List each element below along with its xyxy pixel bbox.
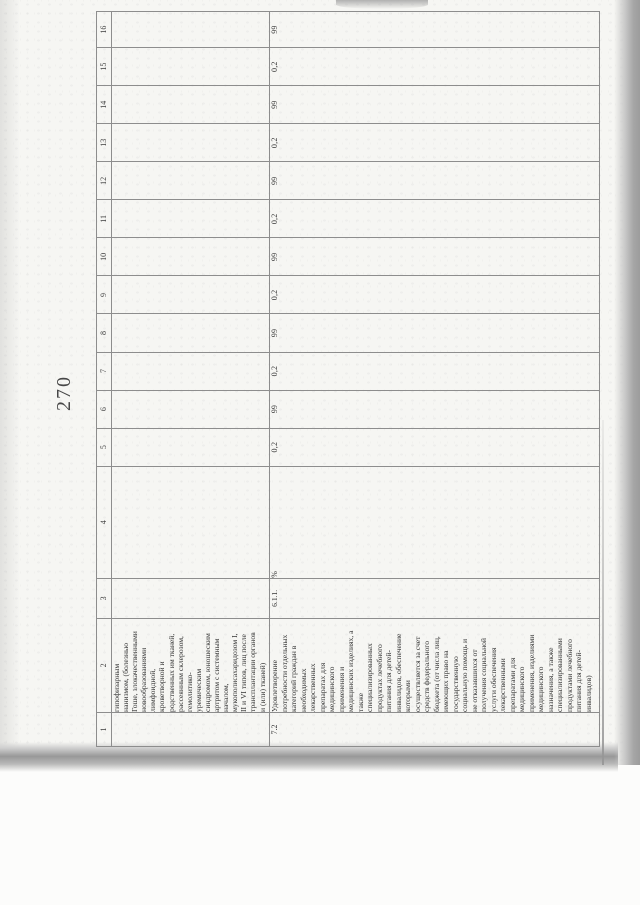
unit-cell — [111, 466, 270, 579]
value-cell — [111, 199, 270, 238]
column-number-cell: 2 — [96, 618, 112, 713]
column-number-cell: 12 — [96, 161, 112, 200]
table-row-continuation: гипофизарным нанизмом, (болезнью Гоше, з… — [111, 11, 270, 747]
value-cell: 0,2 — [269, 428, 600, 467]
column-number-cell: 10 — [96, 237, 112, 276]
value-cell: 0,2 — [269, 275, 600, 314]
row-number-cell: 7.2 — [269, 712, 600, 747]
value-cell: 0,2 — [269, 199, 600, 238]
value-cell — [111, 390, 270, 429]
column-numbers-row: 1 2 3 4 5 6 7 8 9 10 11 12 13 14 15 16 — [96, 11, 112, 747]
page-edge-shadow-bottom — [614, 0, 640, 765]
scan-edge-line — [602, 420, 604, 765]
value-cell — [111, 161, 270, 200]
column-number-cell: 13 — [96, 123, 112, 162]
value-cell: 99 — [269, 237, 600, 276]
value-cell — [111, 237, 270, 276]
column-number-cell: 6 — [96, 390, 112, 429]
indicator-code-cell — [111, 578, 270, 619]
table-row-7-2: 7.2 Удовлетворение потребности отдельных… — [269, 11, 600, 747]
indicators-table: 1 2 3 4 5 6 7 8 9 10 11 12 13 14 15 16 — [96, 11, 600, 747]
column-number-cell: 8 — [96, 313, 112, 353]
value-cell — [111, 275, 270, 314]
column-number-cell: 5 — [96, 428, 112, 467]
value-cell — [111, 352, 270, 391]
value-cell — [111, 47, 270, 86]
value-cell: 99 — [269, 11, 600, 48]
value-cell: 99 — [269, 85, 600, 124]
indicator-text-cell: гипофизарным нанизмом, (болезнью Гоше, з… — [111, 618, 270, 713]
value-cell — [111, 11, 270, 48]
column-number-cell: 15 — [96, 47, 112, 86]
indicator-code-cell: 6.1.1. — [269, 578, 600, 619]
page-number: 270 — [53, 375, 75, 411]
column-number-cell: 3 — [96, 578, 112, 619]
unit-cell: % — [269, 466, 600, 579]
value-cell — [111, 123, 270, 162]
indicator-text-cell: Удовлетворение потребности отдельных кат… — [269, 618, 600, 713]
column-number-cell: 16 — [96, 11, 112, 48]
value-cell: 99 — [269, 161, 600, 200]
value-cell: 0,2 — [269, 123, 600, 162]
scan-smudge — [336, 0, 428, 9]
value-cell: 0,2 — [269, 47, 600, 86]
value-cell — [111, 85, 270, 124]
column-number-cell: 7 — [96, 352, 112, 391]
value-cell — [111, 428, 270, 467]
value-cell — [111, 313, 270, 353]
column-number-cell: 4 — [96, 466, 112, 579]
paper-top-shade — [0, 0, 20, 765]
value-cell: 99 — [269, 313, 600, 353]
column-number-cell: 14 — [96, 85, 112, 124]
value-cell: 99 — [269, 390, 600, 429]
column-number-cell: 11 — [96, 199, 112, 238]
row-number-cell — [111, 712, 270, 747]
column-number-cell: 9 — [96, 275, 112, 314]
value-cell: 0,2 — [269, 352, 600, 391]
column-number-cell: 1 — [96, 712, 112, 747]
